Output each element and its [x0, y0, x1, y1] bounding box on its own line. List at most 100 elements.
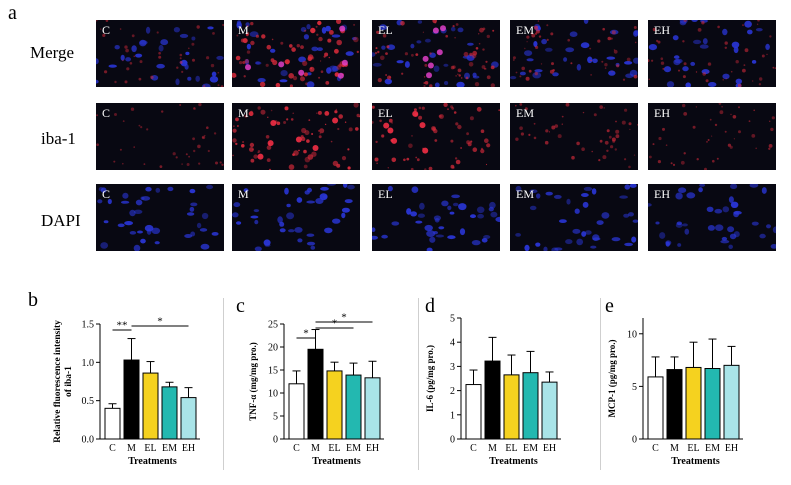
microglia-dot — [236, 34, 239, 37]
nucleus — [372, 227, 376, 232]
microglia-dot — [319, 128, 325, 134]
microglia-dot — [356, 50, 359, 54]
microglia-dot — [434, 21, 437, 24]
microglia-dot — [179, 53, 183, 57]
microglia-dot — [451, 107, 455, 110]
micrograph-dapi-C: C — [96, 184, 224, 251]
microglia-dot — [337, 127, 340, 131]
significance-marker: ** — [117, 320, 128, 332]
nucleus — [384, 78, 392, 85]
microglia-cell-body — [422, 55, 429, 62]
nucleus — [619, 195, 628, 199]
microglia-dot — [519, 103, 523, 106]
nucleus — [254, 219, 259, 225]
microglia-dot — [305, 82, 308, 85]
microglia-dot — [375, 140, 378, 144]
microglia-dot — [486, 143, 491, 148]
nucleus — [324, 227, 333, 234]
microglia-dot — [492, 29, 495, 32]
microglia-dot — [300, 76, 305, 82]
microglia-dot — [138, 124, 141, 127]
microglia-dot — [758, 83, 762, 86]
nucleus — [304, 190, 310, 195]
microglia-dot — [96, 20, 98, 22]
microglia-dot — [602, 27, 605, 31]
microglia-dot — [546, 24, 549, 27]
bar-M — [307, 348, 324, 440]
microglia-dot — [476, 106, 482, 112]
microglia-dot — [602, 155, 607, 160]
nucleus — [137, 230, 143, 234]
microglia-dot — [293, 150, 299, 156]
nucleus — [554, 247, 563, 251]
nucleus — [444, 81, 449, 85]
nucleus — [701, 69, 710, 75]
microglia-dot — [267, 116, 269, 118]
nucleus — [254, 246, 262, 251]
microglia-dot — [161, 110, 164, 113]
microglia-dot — [119, 28, 122, 30]
nucleus — [372, 235, 378, 240]
micrograph-dapi-EH: EH — [648, 184, 776, 251]
x-axis-label: Treatments — [671, 456, 720, 467]
nucleus — [464, 72, 470, 80]
microglia-cell-body — [270, 120, 277, 126]
nucleus — [596, 220, 604, 225]
microglia-dot — [534, 32, 538, 35]
nucleus — [566, 198, 571, 205]
microglia-dot — [259, 81, 266, 87]
microglia-dot — [737, 83, 742, 87]
microglia-dot — [757, 20, 760, 22]
microglia-dot — [406, 157, 410, 161]
microglia-dot — [315, 25, 318, 28]
microglia-dot — [450, 105, 454, 109]
panel-letter: e — [605, 295, 614, 317]
microglia-dot — [316, 112, 318, 114]
microglia-dot — [665, 144, 668, 146]
microglia-dot — [531, 33, 536, 38]
x-tick-label: EH — [725, 443, 738, 454]
microglia-dot — [424, 63, 428, 67]
microglia-dot — [466, 140, 471, 145]
microglia-dot — [197, 144, 201, 149]
microglia-dot — [590, 74, 592, 76]
microglia-dot — [683, 152, 686, 155]
y-axis-label: IL-6 (pg/mg pro.) — [425, 345, 435, 412]
microglia-dot — [452, 25, 455, 28]
nucleus — [300, 27, 307, 32]
microglia-dot — [472, 147, 478, 152]
panel-divider — [600, 298, 601, 470]
microglia-dot — [633, 26, 637, 29]
nucleus — [583, 186, 593, 191]
nucleus — [179, 33, 189, 38]
microglia-cell-body — [383, 122, 390, 129]
microglia-dot — [289, 44, 293, 48]
microglia-dot — [416, 158, 420, 162]
microglia-dot — [374, 51, 378, 55]
microglia-dot — [301, 127, 307, 134]
microglia-dot — [290, 118, 294, 121]
microglia-dot — [766, 53, 768, 56]
microglia-dot — [610, 37, 613, 40]
nucleus — [139, 39, 147, 47]
nucleus — [569, 31, 578, 37]
nucleus — [184, 234, 193, 238]
microglia-dot — [742, 24, 744, 27]
microglia-dot — [744, 48, 749, 53]
nucleus — [728, 196, 734, 203]
microglia-dot — [292, 112, 294, 114]
microglia-dot — [649, 155, 652, 159]
x-tick-label: EM — [705, 443, 720, 454]
microglia-dot — [303, 149, 307, 154]
nucleus — [250, 215, 259, 219]
nucleus — [288, 229, 295, 233]
nucleus — [702, 38, 708, 45]
microglia-dot — [320, 60, 322, 62]
nucleus — [477, 213, 484, 219]
microglia-dot — [217, 71, 220, 74]
microglia-dot — [381, 134, 385, 138]
nucleus — [246, 43, 251, 50]
microglia-dot — [265, 63, 269, 67]
nucleus — [396, 60, 404, 64]
nucleus — [332, 218, 341, 224]
